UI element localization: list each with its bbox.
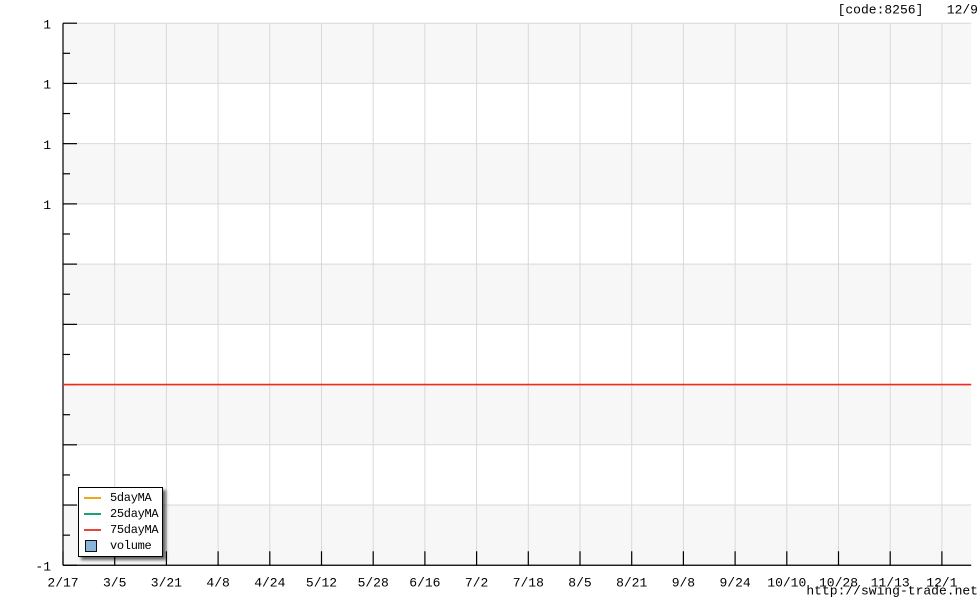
svg-text:10/10: 10/10 — [767, 575, 806, 590]
svg-text:1: 1 — [43, 78, 51, 93]
svg-text:[code:8256] 12/9: [code:8256] 12/9 — [838, 3, 978, 18]
svg-text:1: 1 — [43, 198, 51, 213]
svg-text:5/12: 5/12 — [306, 575, 337, 590]
svg-text:5/28: 5/28 — [358, 575, 389, 590]
svg-text:9/8: 9/8 — [672, 575, 695, 590]
svg-text:4/8: 4/8 — [206, 575, 229, 590]
svg-text:3/5: 3/5 — [103, 575, 126, 590]
svg-text:8/21: 8/21 — [616, 575, 647, 590]
svg-text:2/17: 2/17 — [47, 575, 78, 590]
svg-text:7/18: 7/18 — [513, 575, 544, 590]
svg-text:3/21: 3/21 — [151, 575, 182, 590]
svg-text:1: 1 — [43, 138, 51, 153]
svg-text:9/24: 9/24 — [719, 575, 750, 590]
svg-text:4/24: 4/24 — [254, 575, 285, 590]
svg-text:-1: -1 — [35, 559, 51, 574]
svg-text:6/16: 6/16 — [409, 575, 440, 590]
svg-text:http://swing-trade.net: http://swing-trade.net — [806, 584, 978, 599]
svg-text:1: 1 — [43, 17, 51, 32]
svg-text:8/5: 8/5 — [568, 575, 591, 590]
svg-text:7/2: 7/2 — [465, 575, 488, 590]
